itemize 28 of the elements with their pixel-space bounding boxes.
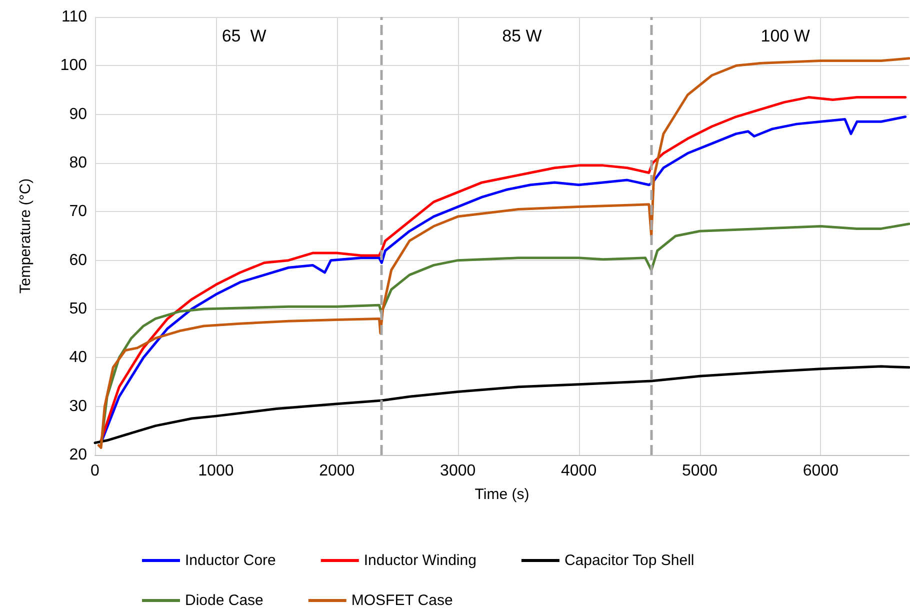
legend-label: Diode Case — [185, 592, 264, 609]
annotation: 65 W — [222, 26, 266, 46]
y-tick-label: 20 — [69, 446, 88, 464]
y-tick-label: 60 — [69, 252, 88, 269]
x-tick-label: 0 — [90, 462, 100, 480]
legend-label: Inductor Winding — [364, 552, 476, 569]
annotation: 85 W — [502, 26, 542, 46]
y-tick-label: 90 — [69, 106, 88, 123]
x-tick-label: 3000 — [440, 462, 476, 480]
y-tick-label: 100 — [60, 57, 88, 74]
y-tick-label: 70 — [69, 203, 88, 220]
y-tick-label: 30 — [69, 398, 88, 415]
legend-label: Capacitor Top Shell — [564, 552, 694, 569]
y-tick-label: 110 — [61, 8, 88, 26]
y-axis-title: Temperature (°C) — [17, 178, 34, 294]
x-tick-label: 2000 — [319, 462, 355, 480]
annotation: 100 W — [760, 26, 810, 46]
y-tick-label: 40 — [69, 349, 88, 366]
y-tick-label: 50 — [69, 300, 88, 318]
x-tick-label: 4000 — [561, 462, 597, 480]
x-tick-label: 6000 — [802, 462, 839, 480]
line-series — [94, 365, 910, 444]
legend-label: Inductor Core — [185, 552, 276, 569]
x-tick-label: 1000 — [198, 462, 234, 480]
x-axis-title: Time (s) — [474, 486, 530, 503]
y-tick-label: 80 — [69, 154, 88, 172]
x-tick-label: 5000 — [682, 462, 718, 480]
legend-label: MOSFET Case — [351, 592, 453, 609]
